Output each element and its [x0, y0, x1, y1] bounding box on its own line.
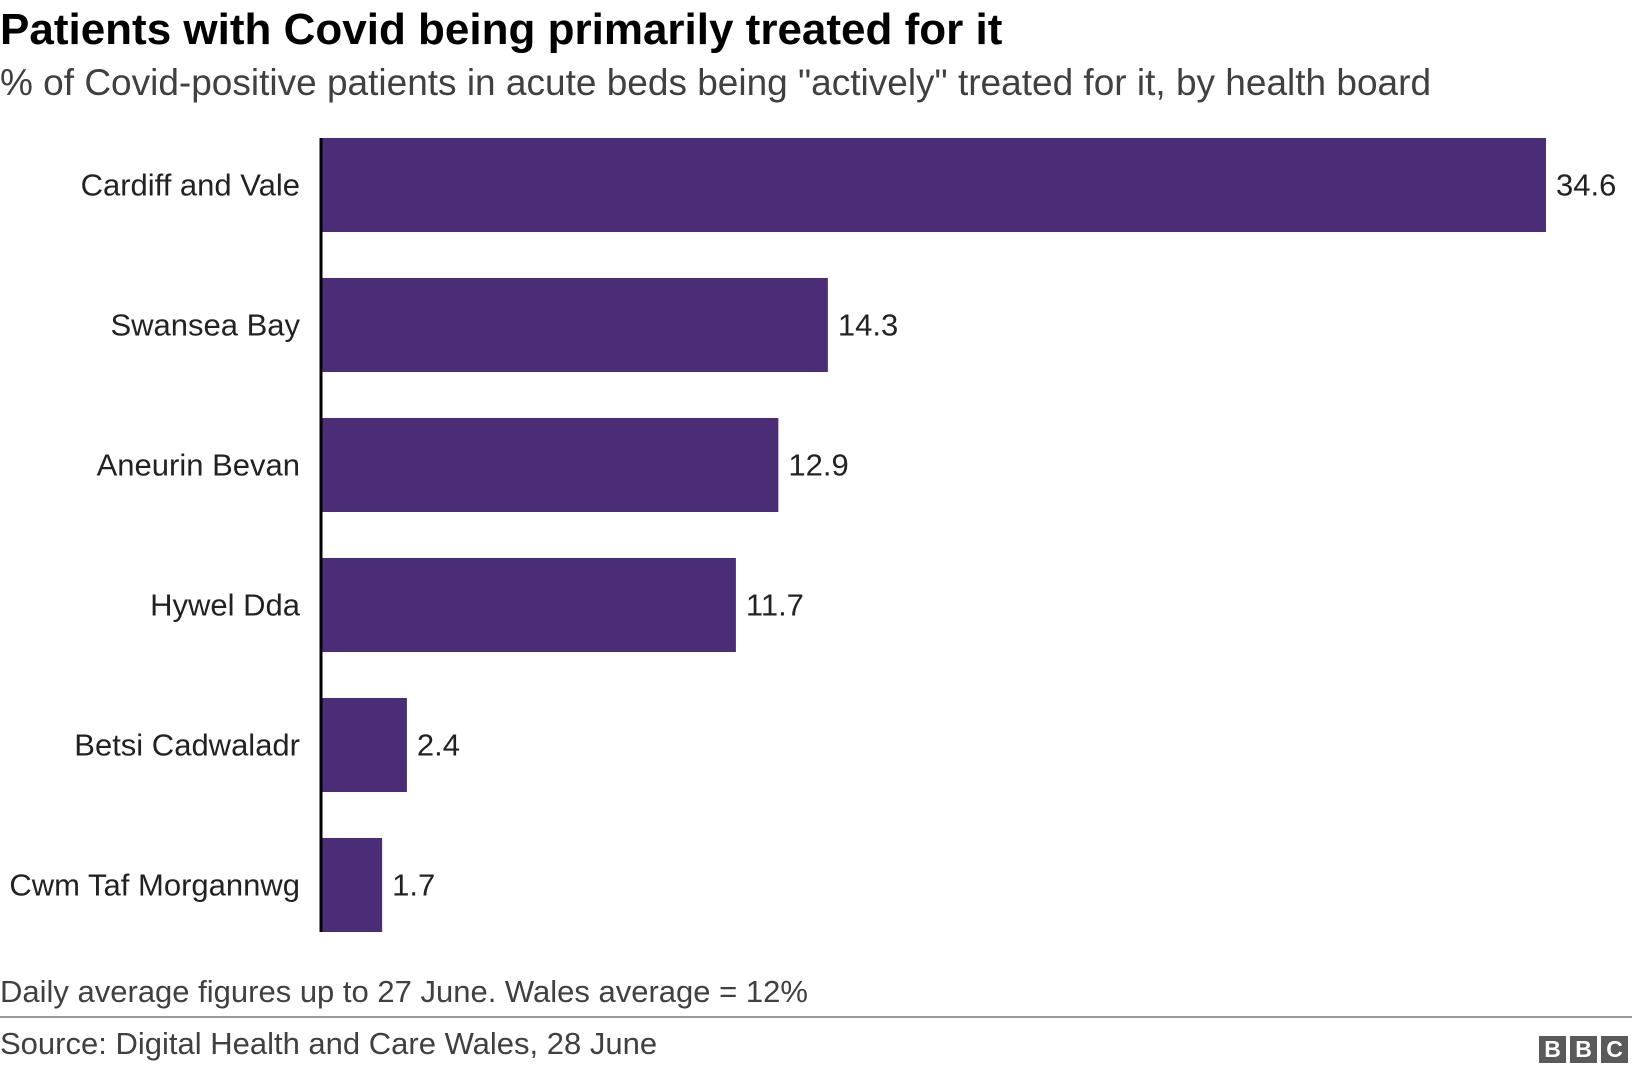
value-label: 12.9: [788, 448, 848, 483]
value-label: 2.4: [417, 728, 460, 763]
bbc-logo: B B C: [1539, 1036, 1628, 1063]
category-label: Hywel Dda: [150, 588, 301, 623]
value-label: 14.3: [838, 308, 898, 343]
category-label: Cwm Taf Morgannwg: [9, 868, 300, 903]
category-label: Aneurin Bevan: [97, 448, 300, 483]
bar: [322, 418, 779, 512]
bar: [322, 278, 828, 372]
bar: [322, 138, 1546, 232]
chart-title: Patients with Covid being primarily trea…: [0, 5, 1003, 54]
category-label: Swansea Bay: [110, 308, 300, 343]
category-label: Cardiff and Vale: [81, 168, 300, 203]
bar: [322, 838, 383, 932]
value-label: 1.7: [392, 868, 435, 903]
chart-subtitle: % of Covid-positive patients in acute be…: [0, 62, 1432, 103]
bar: [322, 558, 736, 652]
bbc-logo-letter: B: [1539, 1036, 1566, 1063]
bbc-logo-letter: B: [1570, 1036, 1597, 1063]
value-label: 11.7: [746, 588, 804, 623]
bbc-logo-letter: C: [1601, 1036, 1628, 1063]
chart-note: Daily average figures up to 27 June. Wal…: [0, 974, 808, 1009]
bar-chart: Cardiff and Vale 34.6 Swansea Bay 14.3 Aneur…: [9, 138, 1616, 932]
category-label: Betsi Cadwaladr: [74, 728, 300, 763]
source-text: Source: Digital Health and Care Wales, 2…: [0, 1026, 658, 1061]
bar: [322, 698, 407, 792]
value-label: 34.6: [1556, 168, 1616, 203]
footer-divider: [0, 1016, 1632, 1018]
